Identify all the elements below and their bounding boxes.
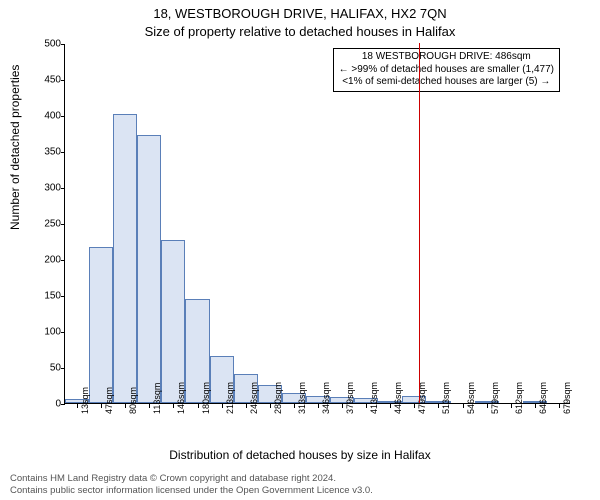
x-tick-label: 546sqm [466,382,476,414]
x-tick-label: 646sqm [538,382,548,414]
footer-attribution: Contains HM Land Registry data © Crown c… [10,473,373,496]
x-tick-label: 446sqm [393,382,403,414]
title-line1: 18, WESTBOROUGH DRIVE, HALIFAX, HX2 7QN [0,6,600,21]
x-axis-label: Distribution of detached houses by size … [0,448,600,462]
y-axis-label: Number of detached properties [8,65,22,230]
x-tick-label: 213sqm [225,382,235,414]
footer-line2: Contains public sector information licen… [10,485,373,496]
x-tick-label: 180sqm [201,382,211,414]
x-tick-label: 47sqm [104,387,114,414]
x-tick-label: 13sqm [80,387,90,414]
histogram-bar [113,114,137,403]
x-tick-label: 413sqm [369,382,379,414]
property-marker [419,43,420,403]
x-tick-label: 146sqm [176,382,186,414]
x-tick-label: 513sqm [441,382,451,414]
x-tick-label: 346sqm [321,382,331,414]
x-tick-label: 379sqm [345,382,355,414]
x-tick-label: 280sqm [273,382,283,414]
x-tick-label: 612sqm [514,382,524,414]
histogram-bar [161,240,185,403]
x-tick-label: 113sqm [152,383,162,414]
histogram-bar [137,135,161,403]
x-tick-label: 679sqm [562,382,572,414]
footer-line1: Contains HM Land Registry data © Crown c… [10,473,373,484]
x-tick-label: 246sqm [249,382,259,414]
title-line2: Size of property relative to detached ho… [0,24,600,39]
histogram-plot: 05010015020025030035040045050013sqm47sqm… [64,44,570,404]
x-tick-label: 80sqm [128,387,138,414]
x-tick-label: 313sqm [297,382,307,414]
histogram-bar [89,247,113,403]
plot-area: 05010015020025030035040045050013sqm47sqm… [64,44,570,404]
x-tick-label: 579sqm [490,382,500,414]
